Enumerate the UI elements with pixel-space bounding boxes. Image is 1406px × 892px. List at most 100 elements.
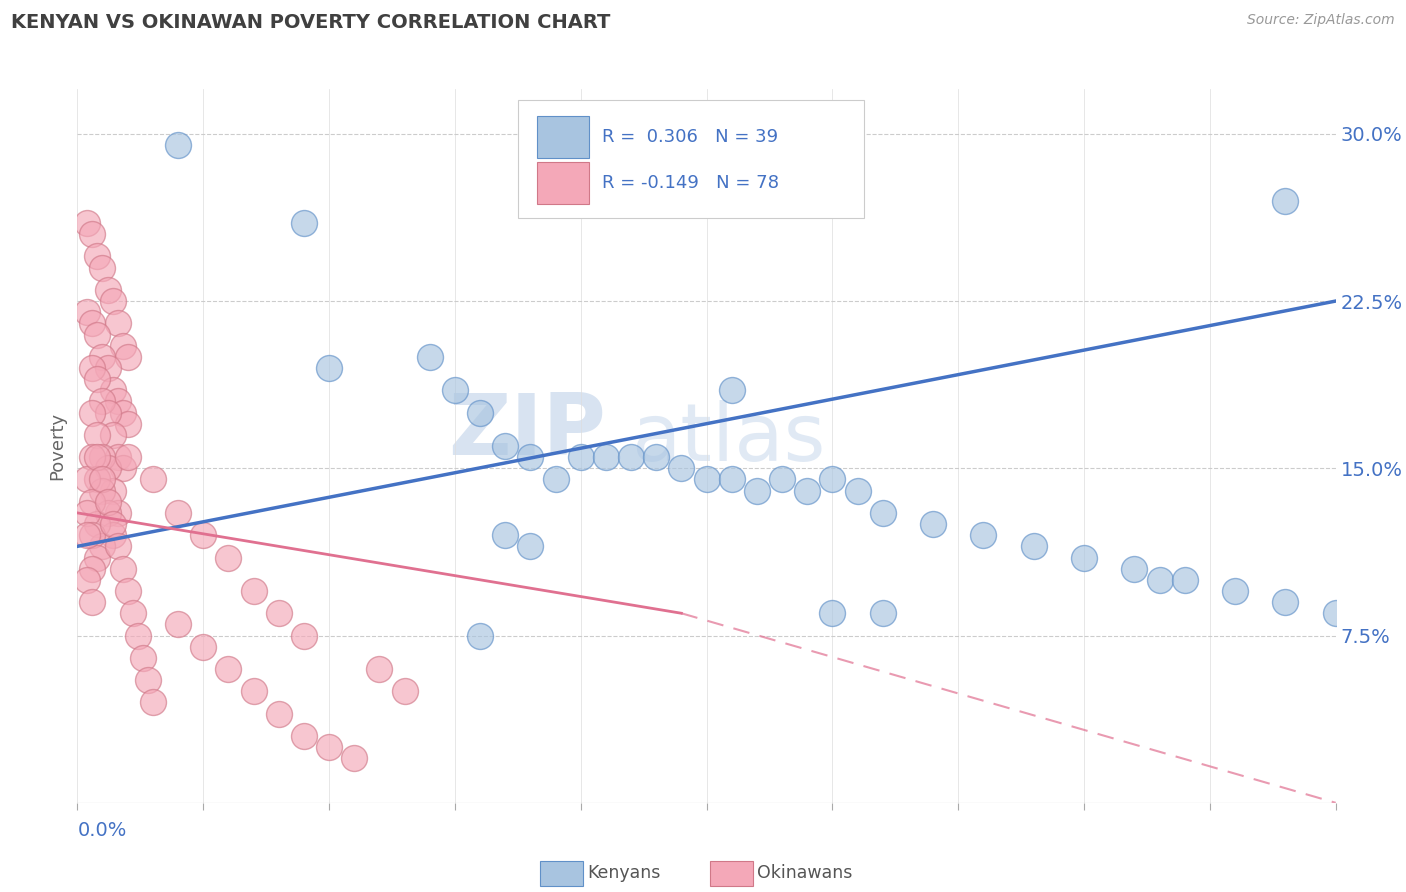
- Point: [217, 662, 239, 676]
- Point: [111, 461, 134, 475]
- Point: [821, 473, 844, 487]
- Point: [1073, 550, 1095, 565]
- Point: [770, 473, 793, 487]
- Point: [1022, 539, 1045, 553]
- Point: [136, 673, 159, 687]
- Point: [267, 607, 290, 621]
- Point: [645, 450, 668, 465]
- Point: [101, 293, 124, 308]
- Point: [91, 260, 114, 275]
- Point: [519, 450, 541, 465]
- Point: [167, 617, 190, 632]
- Text: R =  0.306   N = 39: R = 0.306 N = 39: [602, 128, 778, 145]
- Point: [394, 684, 416, 698]
- Point: [86, 327, 108, 342]
- Point: [86, 450, 108, 465]
- Point: [267, 706, 290, 721]
- Point: [96, 360, 118, 375]
- Point: [796, 483, 818, 498]
- Point: [86, 550, 108, 565]
- Point: [167, 506, 190, 520]
- Point: [86, 372, 108, 386]
- Point: [217, 550, 239, 565]
- Point: [595, 450, 617, 465]
- Point: [1123, 562, 1146, 576]
- Point: [1274, 194, 1296, 208]
- Point: [292, 729, 315, 743]
- Point: [127, 628, 149, 642]
- Point: [468, 405, 491, 420]
- Point: [1324, 607, 1347, 621]
- Point: [82, 562, 104, 576]
- Point: [107, 394, 129, 409]
- Point: [76, 528, 98, 542]
- Point: [922, 517, 945, 532]
- Point: [82, 595, 104, 609]
- Point: [82, 360, 104, 375]
- Text: R = -0.149   N = 78: R = -0.149 N = 78: [602, 174, 779, 192]
- Point: [972, 528, 994, 542]
- Point: [91, 483, 114, 498]
- Text: ZIP: ZIP: [449, 390, 606, 474]
- Point: [191, 528, 215, 542]
- Point: [569, 450, 592, 465]
- Point: [117, 417, 139, 431]
- Point: [117, 450, 139, 465]
- Point: [318, 740, 340, 755]
- Point: [107, 539, 129, 553]
- Point: [82, 317, 104, 331]
- Point: [101, 528, 124, 542]
- Point: [101, 517, 124, 532]
- FancyBboxPatch shape: [537, 162, 589, 204]
- Point: [519, 539, 541, 553]
- Point: [76, 573, 98, 587]
- Point: [82, 405, 104, 420]
- Point: [242, 684, 264, 698]
- Point: [96, 405, 118, 420]
- Text: 0.0%: 0.0%: [77, 821, 127, 839]
- Point: [1223, 583, 1246, 598]
- Point: [242, 583, 264, 598]
- Point: [96, 494, 118, 508]
- Point: [111, 338, 134, 352]
- Text: Source: ZipAtlas.com: Source: ZipAtlas.com: [1247, 13, 1395, 28]
- Point: [872, 607, 894, 621]
- Point: [76, 305, 98, 319]
- Point: [671, 461, 693, 475]
- Point: [101, 427, 124, 442]
- Point: [419, 350, 441, 364]
- Point: [86, 473, 108, 487]
- Point: [82, 450, 104, 465]
- Point: [720, 473, 742, 487]
- Point: [544, 473, 567, 487]
- Point: [91, 450, 114, 465]
- Point: [76, 216, 98, 230]
- Point: [191, 640, 215, 654]
- Point: [872, 506, 894, 520]
- Point: [292, 628, 315, 642]
- Point: [96, 461, 118, 475]
- Point: [620, 450, 643, 465]
- Point: [132, 651, 155, 665]
- Point: [821, 607, 844, 621]
- Point: [86, 427, 108, 442]
- Point: [846, 483, 869, 498]
- Point: [91, 394, 114, 409]
- Point: [745, 483, 768, 498]
- Point: [101, 384, 124, 398]
- Point: [117, 350, 139, 364]
- Point: [142, 473, 165, 487]
- Point: [368, 662, 391, 676]
- Point: [82, 528, 104, 542]
- Point: [111, 562, 134, 576]
- Text: atlas: atlas: [631, 400, 825, 478]
- Point: [86, 249, 108, 264]
- FancyBboxPatch shape: [710, 861, 754, 887]
- Point: [91, 350, 114, 364]
- Point: [76, 506, 98, 520]
- Point: [720, 384, 742, 398]
- Point: [494, 528, 516, 542]
- FancyBboxPatch shape: [517, 100, 863, 218]
- Point: [121, 607, 143, 621]
- Point: [86, 517, 108, 532]
